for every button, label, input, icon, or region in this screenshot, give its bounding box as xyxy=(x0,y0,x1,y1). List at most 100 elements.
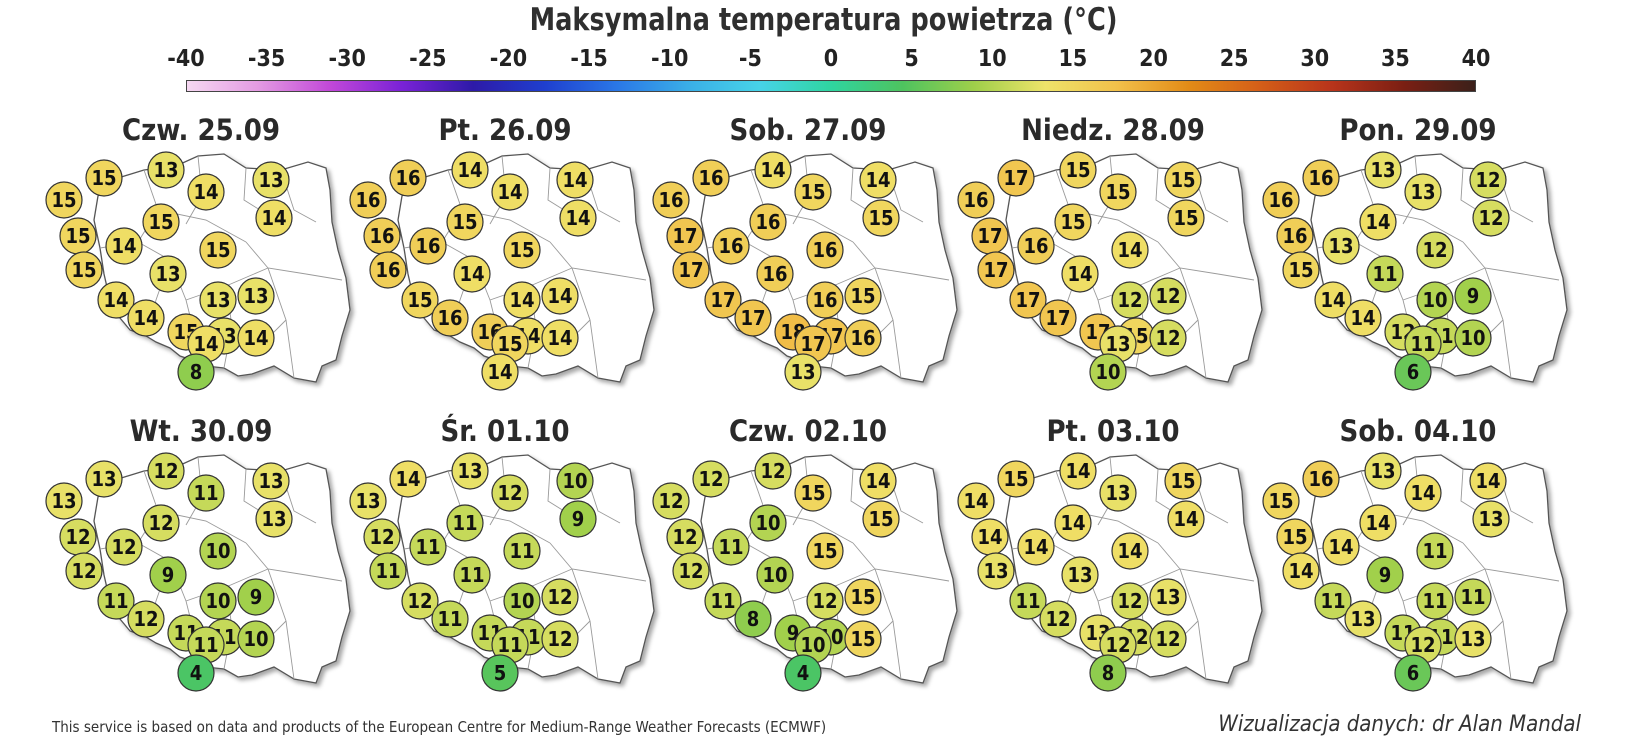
temperature-value: 15 xyxy=(91,166,116,190)
city-marker: 11 xyxy=(1416,532,1454,570)
temperature-value: 17 xyxy=(1015,288,1040,312)
temperature-circle xyxy=(237,277,275,315)
city-marker: 14 xyxy=(97,281,135,319)
temperature-circle xyxy=(1394,654,1432,692)
city-marker: 14 xyxy=(1054,504,1092,542)
temperature-value: 12 xyxy=(1045,607,1070,631)
temperature-value: 17 xyxy=(1003,166,1028,190)
temperature-circle xyxy=(862,199,900,237)
temperature-circle xyxy=(1454,319,1492,357)
city-marker: 16 xyxy=(756,255,794,293)
temperature-value: 13 xyxy=(205,288,230,312)
temperature-value: 16 xyxy=(375,258,400,282)
temperature-value: 16 xyxy=(1268,188,1293,212)
temperature-circle xyxy=(105,528,143,566)
temperature-circle xyxy=(1111,231,1149,269)
city-marker: 17 xyxy=(997,159,1035,197)
city-marker: 14 xyxy=(559,199,597,237)
city-marker: 12 xyxy=(806,582,844,620)
city-marker: 16 xyxy=(1302,159,1340,197)
temperature-value: 15 xyxy=(1065,158,1090,182)
temperature-circle xyxy=(1282,552,1320,590)
temperature-value: 15 xyxy=(148,210,173,234)
temperature-value: 4 xyxy=(797,661,810,685)
city-marker: 13 xyxy=(199,281,237,319)
temperature-value: 12 xyxy=(812,589,837,613)
voivodeship-border xyxy=(1522,574,1560,582)
city-marker: 15 xyxy=(1054,203,1092,241)
temperature-circle xyxy=(127,600,165,638)
temperature-circle xyxy=(255,199,293,237)
temperature-value: 17 xyxy=(672,224,697,248)
city-marker: 16 xyxy=(806,231,844,269)
temperature-circle xyxy=(199,281,237,319)
city-marker: 14 xyxy=(389,460,427,498)
city-marker: 12 xyxy=(363,518,401,556)
city-marker: 11 xyxy=(1009,582,1047,620)
city-marker: 15 xyxy=(794,474,832,512)
city-marker: 10 xyxy=(199,582,237,620)
temperature-value: 15 xyxy=(1060,210,1085,234)
temperature-value: 17 xyxy=(740,306,765,330)
temperature-value: 12 xyxy=(1155,627,1180,651)
temperature-circle xyxy=(749,203,787,241)
temperature-value: 14 xyxy=(565,206,590,230)
city-marker: 12 xyxy=(692,460,730,498)
forecast-panel: Czw. 25.09 15 15 13 14 13 14 15 15 15 14 15 13 14 13 13… xyxy=(45,112,356,407)
temperature-circle xyxy=(1262,181,1300,219)
temperature-circle xyxy=(349,181,387,219)
city-marker: 12 xyxy=(541,578,579,616)
temperature-value: 12 xyxy=(65,525,90,549)
city-marker: 15 xyxy=(1276,518,1314,556)
temperature-circle xyxy=(1302,159,1340,197)
temperature-circle xyxy=(556,462,594,500)
temperature-circle xyxy=(1472,500,1510,538)
temperature-circle xyxy=(446,203,484,241)
city-marker: 14 xyxy=(541,277,579,315)
voivodeship-border xyxy=(1217,273,1255,281)
temperature-circle xyxy=(147,151,185,189)
temperature-circle xyxy=(1111,532,1149,570)
temperature-circle xyxy=(503,532,541,570)
temperature-value: 14 xyxy=(509,288,534,312)
voivodeship-border xyxy=(609,273,647,281)
temperature-value: 12 xyxy=(148,511,173,535)
scale-tick-label: -35 xyxy=(247,46,286,72)
city-marker: 12 xyxy=(1149,620,1187,658)
temperature-circle xyxy=(1364,452,1402,490)
temperature-circle xyxy=(481,353,519,391)
temperature-value: 17 xyxy=(678,258,703,282)
temperature-value: 13 xyxy=(243,284,268,308)
temperature-value: 12 xyxy=(111,535,136,559)
temperature-value: 14 xyxy=(193,332,218,356)
temperature-circle xyxy=(1394,353,1432,391)
city-marker: 12 xyxy=(1469,161,1507,199)
city-marker: 14 xyxy=(1322,528,1360,566)
temperature-value: 14 xyxy=(1365,511,1390,535)
temperature-value: 9 xyxy=(572,507,585,531)
temperature-value: 16 xyxy=(1308,166,1333,190)
city-marker: 15 xyxy=(1164,462,1202,500)
city-marker: 15 xyxy=(199,231,237,269)
temperature-circle xyxy=(142,504,180,542)
temperature-circle xyxy=(199,582,237,620)
temperature-value: 14 xyxy=(1067,262,1092,286)
temperature-circle xyxy=(237,620,275,658)
city-marker: 15 xyxy=(85,159,123,197)
city-marker: 17 xyxy=(734,299,772,337)
temperature-value: 11 xyxy=(415,535,440,559)
temperature-value: 16 xyxy=(762,262,787,286)
city-marker: 14 xyxy=(957,482,995,520)
temperature-circle xyxy=(401,281,439,319)
temperature-circle xyxy=(1149,277,1187,315)
temperature-circle xyxy=(859,462,897,500)
temperature-value: 12 xyxy=(547,585,572,609)
temperature-value: 4 xyxy=(190,661,203,685)
temperature-value: 16 xyxy=(718,234,743,258)
temperature-circle xyxy=(652,181,690,219)
city-marker: 14 xyxy=(453,255,491,293)
city-marker: 14 xyxy=(1404,474,1442,512)
